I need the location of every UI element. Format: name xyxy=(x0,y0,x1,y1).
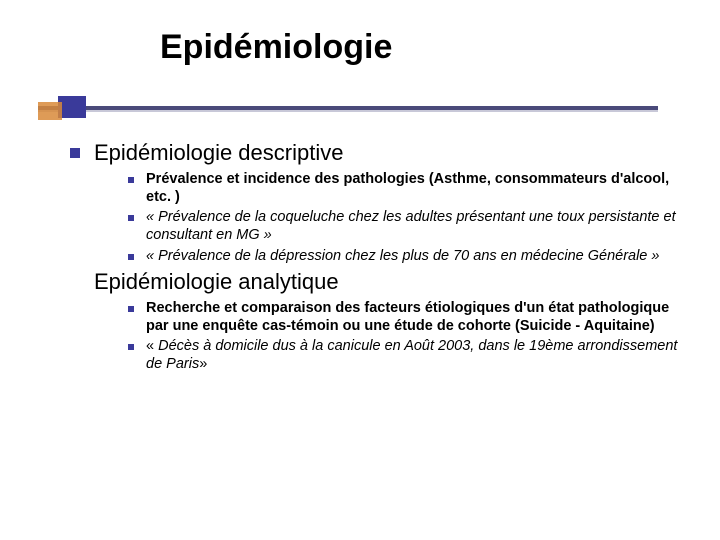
item-text: « Prévalence de la dépression chez les p… xyxy=(146,247,659,265)
list-item: « Prévalence de la coqueluche chez les a… xyxy=(128,208,680,244)
bullet-square-icon xyxy=(128,177,134,183)
list-item: Recherche et comparaison des facteurs ét… xyxy=(128,299,680,335)
bullet-square-icon xyxy=(128,254,134,260)
section-heading-2: Epidémiologie analytique xyxy=(94,269,680,295)
item-suffix: » xyxy=(199,356,207,372)
title-wrap: Epidémiologie xyxy=(160,28,680,67)
page-title: Epidémiologie xyxy=(160,28,680,67)
bullet-square-icon xyxy=(70,148,80,158)
accent-bar-light xyxy=(38,110,658,112)
item-text: Recherche et comparaison des facteurs ét… xyxy=(146,299,680,335)
item-text: « Prévalence de la coqueluche chez les a… xyxy=(146,208,680,244)
heading-text: Epidémiologie descriptive xyxy=(94,140,343,166)
bullet-square-icon xyxy=(128,344,134,350)
bullet-square-icon xyxy=(128,215,134,221)
item-text: Prévalence et incidence des pathologies … xyxy=(146,170,680,206)
list-item: « Décès à domicile dus à la canicule en … xyxy=(128,337,680,373)
list-item: « Prévalence de la dépression chez les p… xyxy=(128,247,680,265)
list-item: Prévalence et incidence des pathologies … xyxy=(128,170,680,206)
accent-box-blue xyxy=(58,96,86,118)
bullet-square-icon xyxy=(128,306,134,312)
item-prefix: « xyxy=(146,338,158,354)
section-heading-1: Epidémiologie descriptive xyxy=(70,140,680,166)
item-text: « Décès à domicile dus à la canicule en … xyxy=(146,337,680,373)
heading-text: Epidémiologie analytique xyxy=(94,269,339,295)
accent-box-orange xyxy=(38,102,62,120)
slide: Epidémiologie Epidémiologie descriptive … xyxy=(0,0,720,540)
content-body: Epidémiologie descriptive Prévalence et … xyxy=(70,140,680,375)
item-italic: Décès à domicile dus à la canicule en Ao… xyxy=(146,338,677,372)
title-accent xyxy=(38,96,658,120)
